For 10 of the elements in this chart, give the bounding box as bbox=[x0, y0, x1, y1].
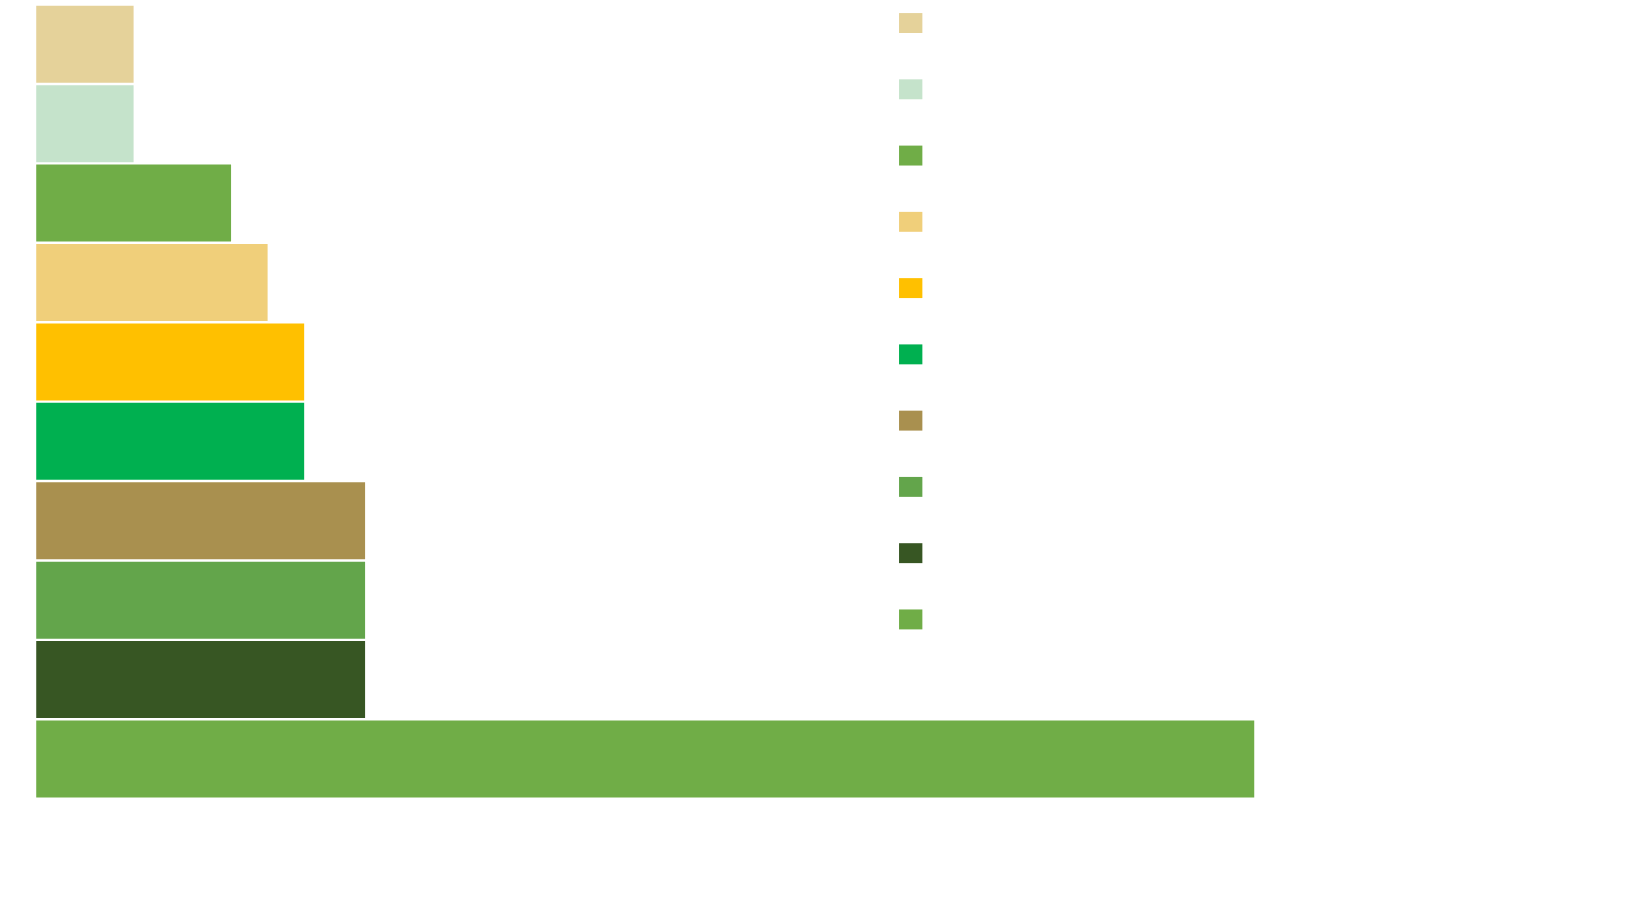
bar bbox=[36, 164, 232, 242]
bar bbox=[36, 244, 268, 322]
bar bbox=[36, 323, 305, 401]
bar bbox=[36, 641, 366, 719]
bar bbox=[36, 720, 1255, 798]
bar bbox=[36, 5, 134, 83]
bar bbox=[36, 402, 305, 480]
bar bbox=[36, 482, 366, 560]
bar bbox=[36, 85, 134, 163]
bar bbox=[36, 561, 366, 639]
